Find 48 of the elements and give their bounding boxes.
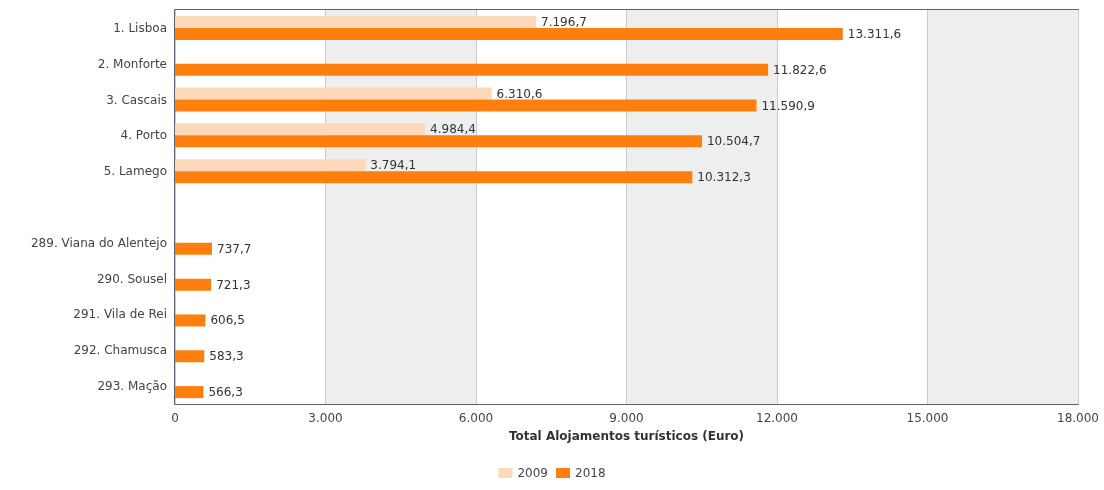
y-tick-label: 1. Lisboa <box>113 20 167 35</box>
y-tick-label: 291. Vila de Rei <box>73 307 167 322</box>
bar <box>175 15 537 28</box>
x-tick-label: 18.000 <box>1057 411 1099 425</box>
x-tick-label: 6.000 <box>458 411 494 425</box>
x-tick-label: 9.000 <box>609 411 644 425</box>
data-label: 583,3 <box>209 349 244 364</box>
bar <box>175 278 212 291</box>
bar <box>175 63 769 76</box>
data-label: 566,3 <box>208 385 243 400</box>
bar <box>175 87 492 100</box>
data-label: 4.984,4 <box>430 122 476 137</box>
bar <box>175 350 205 363</box>
x-tick-label: 0 <box>171 411 179 425</box>
data-label: 606,5 <box>210 313 245 328</box>
data-label: 11.590,9 <box>761 98 815 113</box>
y-tick-label: 3. Cascais <box>106 92 167 107</box>
data-label: 721,3 <box>216 277 251 292</box>
bar <box>175 123 426 136</box>
bar <box>175 171 693 184</box>
x-tick-label: 12.000 <box>756 411 798 425</box>
x-axis-title: Total Alojamentos turísticos (Euro) <box>508 429 745 443</box>
data-label: 3.794,1 <box>370 158 417 173</box>
y-tick-label: 5. Lamego <box>103 164 167 179</box>
bar <box>175 99 757 112</box>
data-label: 737,7 <box>217 241 252 256</box>
x-tick-label: 15.000 <box>906 411 949 425</box>
bar <box>175 314 206 327</box>
y-tick-label: 4. Porto <box>120 128 167 143</box>
data-label: 10.312,3 <box>697 170 751 185</box>
y-tick-label: 292. Chamusca <box>73 343 167 358</box>
data-label: 13.311,6 <box>847 26 902 41</box>
y-tick-label: 289. Viana do Alentejo <box>30 235 167 250</box>
x-tick-label: 3.000 <box>308 411 343 425</box>
y-tick-label: 2. Monforte <box>97 56 167 71</box>
data-label: 11.822,6 <box>773 62 827 77</box>
y-tick-label: 290. Sousel <box>96 271 167 286</box>
legend-label: 2009 <box>517 466 549 480</box>
bar <box>175 386 204 399</box>
data-label: 6.310,6 <box>496 86 543 101</box>
data-label: 7.196,7 <box>541 14 587 29</box>
y-tick-label: 293. Mação <box>97 379 167 394</box>
bar <box>175 242 213 255</box>
bar <box>175 27 843 40</box>
bar <box>175 135 702 148</box>
legend-label: 2018 <box>575 466 606 480</box>
data-label: 10.504,7 <box>706 134 761 149</box>
bar <box>175 159 366 172</box>
